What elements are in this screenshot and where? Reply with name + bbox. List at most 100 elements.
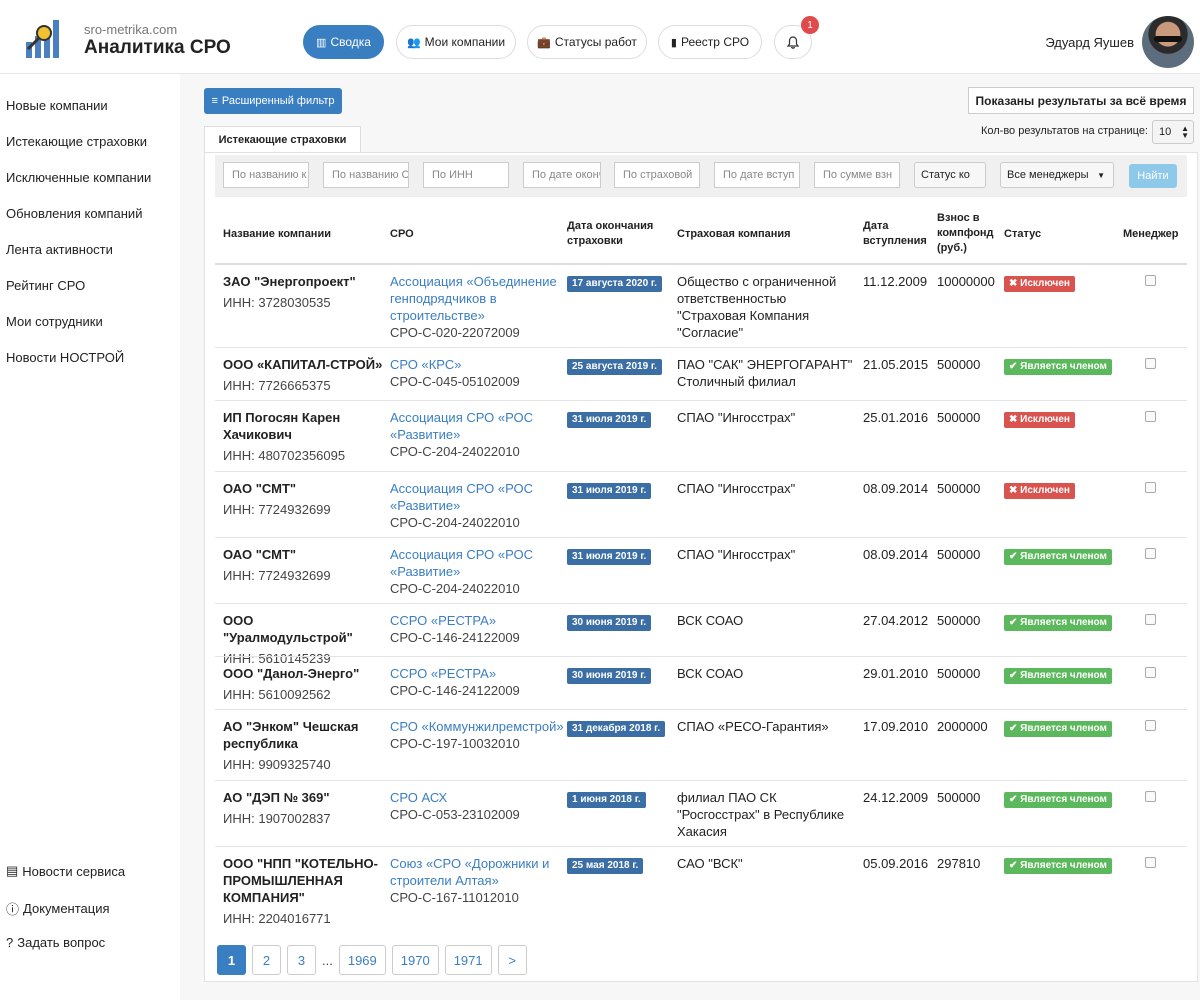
find-button[interactable]: Найти xyxy=(1129,164,1177,188)
sidebar-item-expiring-insurance[interactable]: Истекающие страховки xyxy=(6,134,147,149)
sro-link[interactable]: ССРО «РЕСТРА» xyxy=(390,613,497,628)
per-page-select[interactable]: 10 ▲ ▼ xyxy=(1152,120,1194,144)
avatar[interactable] xyxy=(1142,16,1194,68)
sro-link[interactable]: Ассоциация СРО «РОС «Развитие» xyxy=(390,547,533,579)
manager-checkbox[interactable] xyxy=(1145,614,1156,625)
sidebar-item-new-companies[interactable]: Новые компании xyxy=(6,98,108,113)
manager-checkbox[interactable] xyxy=(1145,720,1156,731)
header-manager[interactable]: Менеджер xyxy=(1123,228,1179,240)
fee-amount: 2000000 xyxy=(937,719,988,734)
filter-fee-input[interactable]: По сумме взн xyxy=(814,162,900,188)
sro-number: СРО-С-020-22072009 xyxy=(390,325,520,340)
header-join-date[interactable]: Дата вступления xyxy=(863,220,927,247)
nav-work-status-button[interactable]: 💼 Статусы работ xyxy=(527,25,647,59)
company-name[interactable]: ООО "Уралмодульстрой" xyxy=(223,613,353,645)
sidebar-ask-question-link[interactable]: ? Задать вопрос xyxy=(6,935,106,950)
company-name[interactable]: ОАО "СМТ" xyxy=(223,547,297,562)
sidebar-item-activity-feed[interactable]: Лента активности xyxy=(6,242,113,257)
sidebar-item-my-employees[interactable]: Мои сотрудники xyxy=(6,314,103,329)
company-inn: ИНН: 5610092562 xyxy=(223,687,331,702)
user-name[interactable]: Эдуард Яушев xyxy=(1045,35,1134,50)
sro-link[interactable]: Ассоциация СРО «РОС «Развитие» xyxy=(390,481,533,513)
sidebar-item-sro-rating[interactable]: Рейтинг СРО xyxy=(6,278,86,293)
next-page-button[interactable]: > xyxy=(497,945,527,975)
company-name[interactable]: АО "Энком" Чешская республика xyxy=(223,719,359,751)
manager-checkbox[interactable] xyxy=(1145,411,1156,422)
sro-link[interactable]: Ассоциация СРО «РОС «Развитие» xyxy=(390,410,533,442)
header-sro[interactable]: СРО xyxy=(390,228,414,240)
manager-checkbox[interactable] xyxy=(1145,667,1156,678)
company-name[interactable]: ООО "НПП "КОТЕЛЬНО-ПРОМЫШЛЕННАЯ КОМПАНИЯ… xyxy=(223,856,378,905)
manager-checkbox[interactable] xyxy=(1145,857,1156,868)
sidebar-documentation-link[interactable]: ⓘ Документация xyxy=(6,901,110,917)
sidebar-item-company-updates[interactable]: Обновления компаний xyxy=(6,206,143,221)
advanced-filter-button[interactable]: ≡ Расширенный фильтр xyxy=(204,88,342,114)
sidebar-service-news-link[interactable]: ▤ Новости сервиса xyxy=(6,863,126,879)
sro-link[interactable]: СРО АСХ xyxy=(390,790,448,805)
company-name[interactable]: АО "ДЭП № 369" xyxy=(223,790,330,805)
manager-checkbox[interactable] xyxy=(1145,791,1156,802)
nav-my-companies-button[interactable]: 👥 Мои компании xyxy=(396,25,516,59)
nav-summary-button[interactable]: ▥ Сводка xyxy=(303,25,384,59)
sro-link[interactable]: СРО «Коммунжилремстрой» xyxy=(390,719,564,734)
filter-inn-input[interactable]: По ИНН xyxy=(423,162,509,188)
header-status[interactable]: Статус xyxy=(1004,228,1042,240)
per-page-label: Кол-во результатов на странице: xyxy=(980,125,1148,137)
sro-link[interactable]: СРО «КРС» xyxy=(390,357,462,372)
sro-number: СРО-С-045-05102009 xyxy=(390,374,520,389)
header-company[interactable]: Название компании xyxy=(223,228,331,240)
status-badge: ✔ Является членом xyxy=(1004,668,1112,684)
filter-status-select[interactable]: Статус ко xyxy=(914,162,986,188)
join-date: 25.01.2016 xyxy=(863,410,929,425)
join-date: 08.09.2014 xyxy=(863,547,929,562)
company-inn: ИНН: 3728030535 xyxy=(223,295,331,310)
sro-link[interactable]: Союз «СРО «Дорожники и строители Алтая» xyxy=(390,856,550,888)
page-button[interactable]: 1 xyxy=(217,945,246,975)
end-date-badge: 30 июня 2019 г. xyxy=(567,668,652,684)
filter-company-name-input[interactable]: По названию к xyxy=(223,162,309,188)
join-date: 29.01.2010 xyxy=(863,666,929,681)
manager-checkbox[interactable] xyxy=(1145,548,1156,559)
filter-end-date-input[interactable]: По дате оконч xyxy=(523,162,601,188)
insurer-name: ВСК СОАО xyxy=(677,613,744,628)
company-name[interactable]: ООО "Данол-Энерго" xyxy=(223,666,360,681)
company-name[interactable]: ИП Погосян Карен Хачикович xyxy=(223,410,341,442)
manager-checkbox[interactable] xyxy=(1145,275,1156,286)
filter-insurer-input[interactable]: По страховой xyxy=(614,162,700,188)
insurer-name: ПАО "САК" ЭНЕРГОГАРАНТ" Столичный филиал xyxy=(677,357,853,389)
sro-number: СРО-С-146-24122009 xyxy=(390,683,520,698)
company-inn: ИНН: 9909325740 xyxy=(223,757,331,772)
time-range-button[interactable]: Показаны результаты за всё время xyxy=(968,87,1194,114)
sro-number: СРО-С-204-24022010 xyxy=(390,515,520,530)
page-button[interactable]: 1969 xyxy=(338,945,386,975)
page-button[interactable]: 3 xyxy=(287,945,316,975)
join-date: 05.09.2016 xyxy=(863,856,929,871)
manager-checkbox[interactable] xyxy=(1145,358,1156,369)
sro-link[interactable]: ССРО «РЕСТРА» xyxy=(390,666,497,681)
company-inn: ИНН: 7724932699 xyxy=(223,568,331,583)
header-insurer[interactable]: Страховая компания xyxy=(677,228,791,240)
sidebar-item-nostroy-news[interactable]: Новости НОСТРОЙ xyxy=(6,350,125,365)
manager-checkbox[interactable] xyxy=(1145,482,1156,493)
page-button[interactable]: 1971 xyxy=(444,945,492,975)
site-domain: sro-metrika.com xyxy=(84,22,178,37)
company-name[interactable]: ООО «КАПИТАЛ-СТРОЙ» xyxy=(223,357,383,372)
menu-icon: ≡ xyxy=(211,95,218,107)
logo-icon[interactable] xyxy=(22,16,66,60)
sro-link[interactable]: Ассоциация «Объединение генподрядчиков в… xyxy=(390,274,557,323)
nav-registry-button[interactable]: ▮ Реестр СРО xyxy=(658,25,762,59)
filter-sro-name-input[interactable]: По названию С xyxy=(323,162,409,188)
company-name[interactable]: ОАО "СМТ" xyxy=(223,481,297,496)
header-fee[interactable]: Взнос в компфонд (руб.) xyxy=(937,212,994,254)
company-name[interactable]: ЗАО "Энергопроект" xyxy=(223,274,356,289)
page-button[interactable]: 2 xyxy=(252,945,281,975)
tab-expiring-insurance[interactable]: Истекающие страховки xyxy=(204,126,361,153)
filter-join-date-input[interactable]: По дате вступ xyxy=(714,162,800,188)
header-end-date[interactable]: Дата окончания страховки xyxy=(567,220,654,247)
fee-amount: 500000 xyxy=(937,666,981,681)
filter-manager-select[interactable]: Все менеджеры ▼ xyxy=(1000,162,1114,188)
notifications-button[interactable]: 1 xyxy=(774,16,819,59)
page-button[interactable]: 1970 xyxy=(391,945,439,975)
company-inn: ИНН: 5610145239 xyxy=(223,651,331,666)
sidebar-item-excluded-companies[interactable]: Исключенные компании xyxy=(6,170,152,185)
